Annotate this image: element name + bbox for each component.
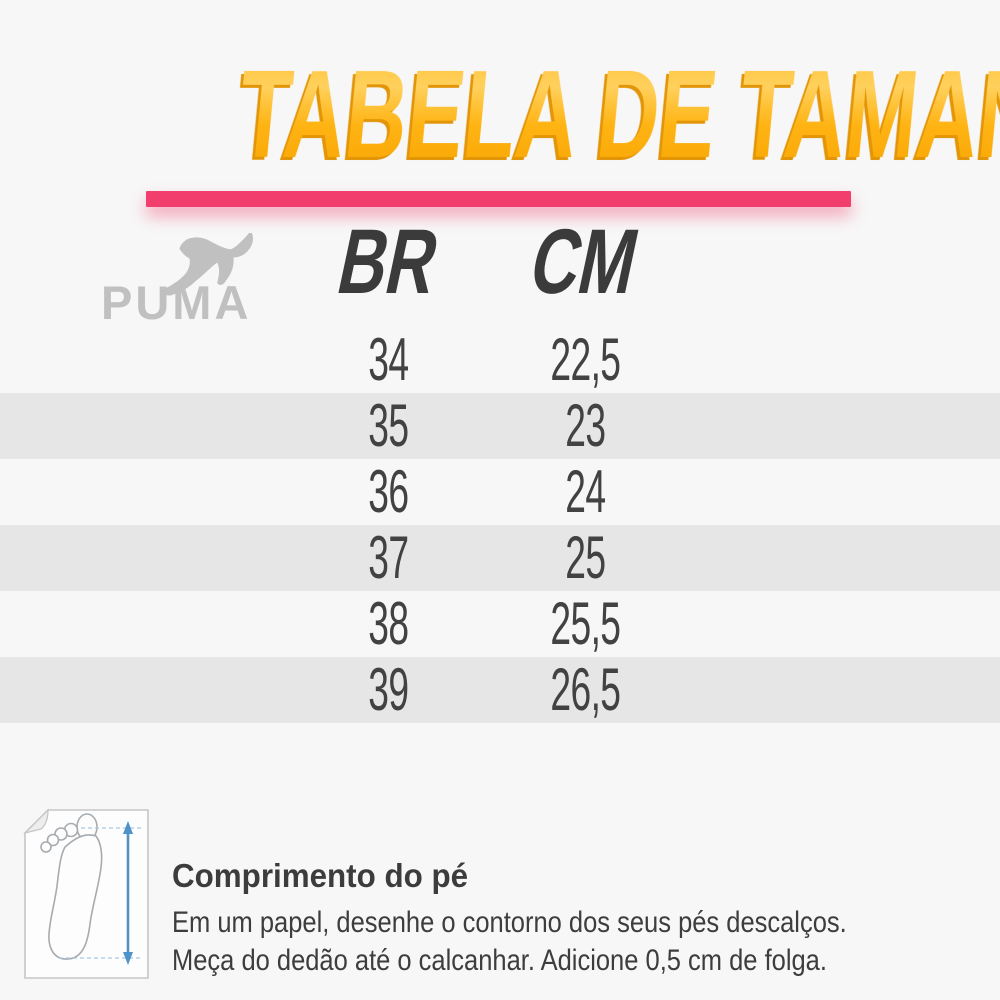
br-value: 34: [367, 326, 409, 393]
puma-logo: PUMA: [101, 233, 253, 325]
puma-wordmark: PUMA: [101, 276, 251, 325]
cm-value: 23: [564, 392, 606, 459]
table-row: 38 25,5: [0, 591, 1000, 657]
title-underline: [146, 191, 851, 207]
table-row: 35 23: [0, 393, 1000, 459]
column-header-br: BR: [329, 211, 447, 313]
puma-cat-icon: [163, 233, 253, 296]
table-row: 36 24: [0, 459, 1000, 525]
table-row: 34 22,5: [0, 327, 1000, 393]
br-value: 36: [367, 458, 409, 525]
br-value: 37: [367, 524, 409, 591]
size-table: 34 22,5 35 23 36 24 37 25 38 25,5 39 26,…: [0, 327, 1000, 723]
paper-fold: [23, 808, 49, 835]
cm-value: 24: [564, 458, 606, 525]
instructions-line1: Em um papel, desenhe o contorno dos seus…: [172, 906, 847, 939]
cm-value: 26,5: [550, 656, 621, 723]
instructions-heading: Comprimento do pé: [172, 857, 469, 894]
cm-value: 22,5: [550, 326, 621, 393]
page-title: TABELA DE TAMANHOS: [233, 45, 1000, 184]
foot-outline: [48, 834, 103, 960]
table-row: 39 26,5: [0, 657, 1000, 723]
br-value: 35: [367, 392, 409, 459]
measure-arrow-icon: [123, 821, 133, 965]
instructions-line2: Meça do dedão até o calcanhar. Adicione …: [172, 944, 827, 977]
foot-toes: [40, 813, 98, 853]
br-value: 39: [367, 656, 409, 723]
cm-value: 25: [564, 524, 606, 591]
br-value: 38: [367, 590, 409, 657]
column-header-cm: CM: [522, 211, 648, 313]
foot-measure-icon: [23, 808, 149, 979]
table-row: 37 25: [0, 525, 1000, 591]
cm-value: 25,5: [550, 590, 621, 657]
